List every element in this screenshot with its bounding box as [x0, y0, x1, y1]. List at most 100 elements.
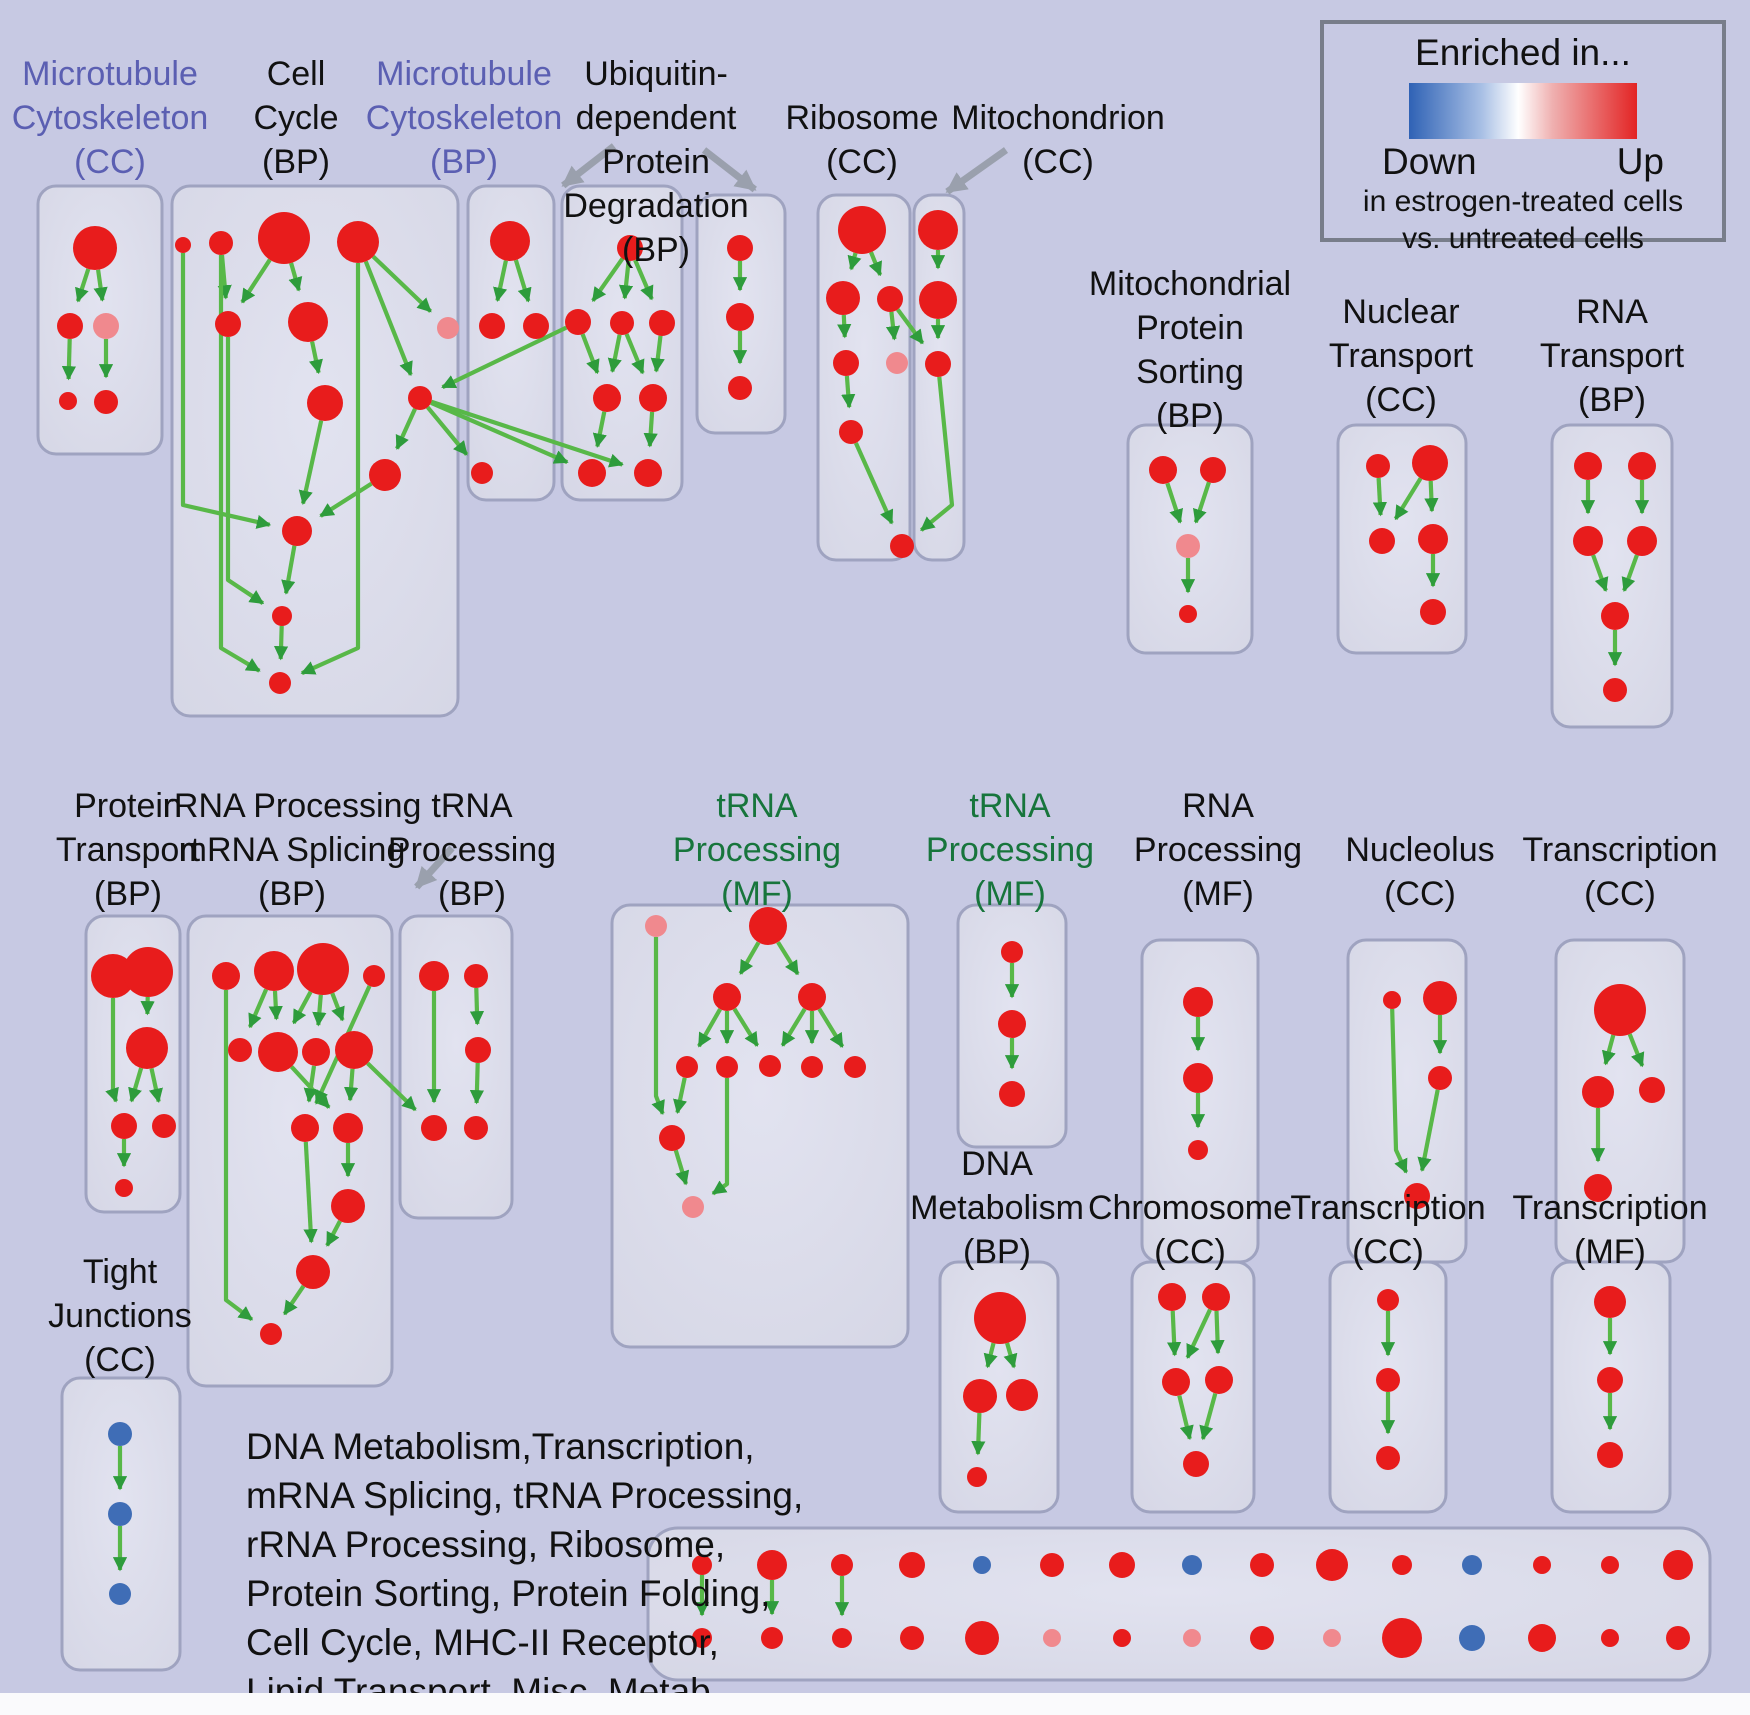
node-red — [899, 1552, 925, 1578]
node-red — [919, 281, 957, 319]
edge — [363, 260, 413, 377]
trna-processing-mf-1-box — [610, 903, 910, 1349]
node-red — [1418, 524, 1448, 554]
node-red — [152, 1114, 176, 1138]
edge — [651, 937, 665, 1116]
node-red — [272, 606, 292, 626]
dna-metabolism-bp-box — [938, 1260, 1060, 1514]
node-red — [1316, 1549, 1348, 1581]
edge — [1372, 477, 1388, 517]
edge — [780, 1007, 807, 1047]
misc-line: Protein Sorting, Protein Folding, — [246, 1573, 771, 1614]
legend-title: Enriched in... — [1415, 32, 1631, 73]
node-red — [73, 226, 117, 270]
ubiquitin-dependent-protein-degradation-bp-box — [560, 184, 684, 502]
node-pink — [93, 313, 119, 339]
edge — [643, 411, 658, 448]
node-red — [998, 1010, 1026, 1038]
edge — [1185, 1308, 1212, 1359]
node-pink — [645, 915, 667, 937]
node-red — [826, 281, 860, 315]
node-blue — [973, 1556, 991, 1574]
legend-down-label: Down — [1382, 141, 1477, 182]
edge — [281, 545, 297, 595]
edge — [93, 269, 108, 302]
edge — [1621, 554, 1639, 592]
node-red — [692, 1628, 712, 1648]
node-red — [419, 961, 449, 991]
node-red — [363, 965, 385, 987]
node-red — [1584, 1174, 1612, 1202]
node-red — [728, 376, 752, 400]
edge — [75, 268, 91, 303]
node-red — [369, 459, 401, 491]
edge — [847, 252, 862, 271]
node-pink — [1043, 1629, 1061, 1647]
edge — [180, 253, 272, 529]
node-red — [610, 311, 634, 335]
node-red — [963, 1379, 997, 1413]
node-red — [1149, 456, 1177, 484]
node-red — [297, 943, 349, 995]
node-red — [1404, 1183, 1430, 1209]
edge — [919, 376, 955, 532]
edge — [1193, 481, 1211, 524]
node-blue — [108, 1422, 132, 1446]
edge — [1627, 1033, 1645, 1068]
node-red — [1601, 1629, 1619, 1647]
nuclear-transport-cc-box — [1336, 423, 1468, 655]
node-pink — [886, 352, 908, 374]
node-red — [1666, 1626, 1690, 1650]
edge — [971, 1412, 986, 1456]
node-red — [1601, 602, 1629, 630]
node-red — [801, 1056, 823, 1078]
node-red — [1420, 599, 1446, 625]
node-red — [228, 1038, 252, 1062]
node-blue — [109, 1583, 131, 1605]
node-red — [1369, 528, 1395, 554]
node-pink — [1183, 1629, 1201, 1647]
edge — [1601, 1034, 1616, 1066]
node-red — [593, 384, 621, 412]
node-red — [1376, 1368, 1400, 1392]
edge — [223, 990, 254, 1322]
node-red — [94, 390, 118, 414]
node-red — [1428, 1066, 1452, 1090]
edge — [738, 941, 761, 975]
edge — [366, 1061, 417, 1112]
node-red — [925, 351, 951, 377]
legend-up-label: Up — [1616, 141, 1664, 182]
edge — [592, 411, 607, 448]
node-red — [59, 392, 77, 410]
edge — [841, 375, 856, 409]
node-red — [890, 534, 914, 558]
misc-line: Cell Cycle, MHC-II Receptor, — [246, 1622, 719, 1663]
edge — [105, 998, 119, 1103]
edge — [591, 257, 625, 302]
node-red — [1383, 991, 1401, 1009]
edge — [441, 325, 568, 390]
edge — [837, 314, 852, 339]
node-red — [282, 516, 312, 546]
node-red — [1202, 1283, 1230, 1311]
edge — [650, 335, 665, 373]
node-red — [254, 951, 294, 991]
edge — [1165, 482, 1183, 524]
edge — [513, 259, 532, 303]
node-blue — [1462, 1555, 1482, 1575]
edge — [282, 1284, 306, 1316]
edge — [303, 1141, 318, 1244]
node-red — [1040, 1553, 1064, 1577]
edge — [868, 251, 883, 277]
node-red — [1188, 1140, 1208, 1160]
edge — [148, 1068, 163, 1103]
edge — [319, 481, 373, 518]
node-red — [727, 235, 753, 261]
node-red — [1200, 457, 1226, 483]
edge — [247, 988, 269, 1029]
node-red — [659, 1125, 685, 1151]
node-red — [692, 1555, 712, 1575]
node-red — [974, 1292, 1026, 1344]
